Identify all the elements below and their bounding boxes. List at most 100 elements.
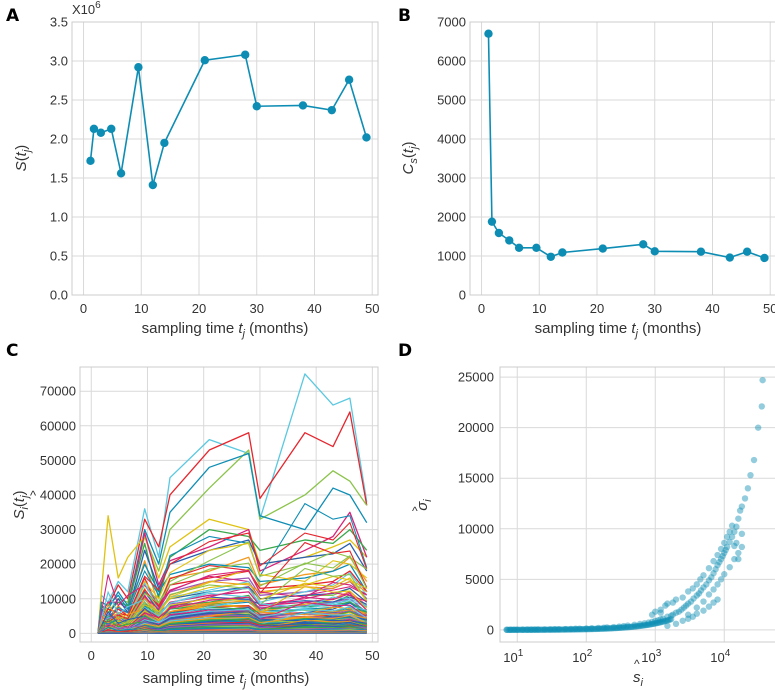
chart-d-point <box>675 608 683 615</box>
chart-c-plot-area <box>79 366 379 643</box>
chart-d-point <box>669 611 677 618</box>
chart-d-point <box>747 471 754 479</box>
chart-d-point <box>590 625 598 633</box>
chart-d-point <box>603 625 610 632</box>
chart-d-point <box>719 552 726 560</box>
chart-d-point <box>638 622 646 629</box>
chart-a-xtick-label: 30 <box>250 301 264 316</box>
chart-d-point <box>672 609 680 616</box>
chart-b-point <box>494 228 504 238</box>
chart-d-point <box>610 623 617 631</box>
chart-d-point <box>536 626 544 633</box>
chart-b-point <box>742 247 752 256</box>
chart-a-ytick-label: 1.0 <box>50 210 68 225</box>
chart-b-point <box>725 253 735 262</box>
chart-d-point <box>545 626 552 633</box>
chart-d-point <box>541 626 548 633</box>
chart-c-series-line <box>97 452 368 634</box>
chart-a-series-line <box>89 53 368 186</box>
chart-b-ylabel: Cs(tj) <box>400 142 420 175</box>
chart-a-point <box>362 133 371 142</box>
chart-d-point <box>738 530 746 538</box>
chart-a-point <box>96 128 106 137</box>
chart-d-point <box>695 590 703 597</box>
chart-a-point <box>107 124 116 134</box>
chart-a-xtick-label: 20 <box>192 301 206 316</box>
chart-d-point <box>507 626 515 634</box>
chart-d-point <box>662 617 669 625</box>
chart-d-point <box>759 376 766 384</box>
chart-d-point <box>583 625 591 633</box>
chart-d-point <box>721 571 728 578</box>
chart-d-point <box>619 624 627 631</box>
chart-d-point <box>626 623 633 631</box>
chart-c-series-line <box>97 586 368 634</box>
chart-a-point <box>116 169 126 178</box>
chart-b-point <box>598 244 607 253</box>
chart-d-point <box>645 619 652 626</box>
chart-d-point <box>623 624 631 631</box>
chart-d-point <box>567 626 574 633</box>
chart-d-point <box>714 581 721 588</box>
chart-d-point <box>738 543 746 551</box>
chart-d-point <box>661 618 668 625</box>
chart-d-point <box>735 515 742 522</box>
chart-d-point <box>531 626 538 633</box>
chart-d-point <box>535 626 542 633</box>
chart-d-point <box>689 585 696 592</box>
chart-b-xtick-label: 10 <box>532 301 546 316</box>
chart-d-point <box>546 626 554 633</box>
chart-d-point <box>705 577 713 584</box>
chart-d-point <box>505 626 512 634</box>
chart-d-point <box>528 626 535 633</box>
chart-d-point <box>603 624 611 631</box>
chart-d-point <box>514 626 522 633</box>
chart-d-point <box>723 543 731 551</box>
chart-d-point <box>667 616 675 623</box>
chart-d-point <box>726 538 733 546</box>
chart-c-ylabel-hat: ^ <box>30 488 37 503</box>
chart-d-point <box>624 622 631 629</box>
chart-d-point <box>534 626 541 633</box>
chart-d-point <box>657 616 664 623</box>
chart-d-point <box>655 619 662 626</box>
chart-d-point <box>652 608 659 615</box>
chart-d-point <box>615 624 622 632</box>
chart-d-point <box>609 624 617 632</box>
chart-d-point <box>717 555 725 563</box>
chart-a-ytick-label: 0.5 <box>50 249 68 264</box>
chart-d-point <box>538 626 545 633</box>
chart-c-xtick-label: 40 <box>309 648 323 663</box>
chart-a-xtick-label: 0 <box>80 301 87 316</box>
chart-d-point <box>588 625 595 632</box>
chart-d-point <box>710 557 717 565</box>
chart-d-point <box>722 546 729 554</box>
chart-d-point <box>641 620 648 627</box>
chart-d-point <box>601 625 609 632</box>
chart-d-point <box>592 625 599 633</box>
chart-d-point <box>636 620 644 628</box>
chart-d-point <box>620 622 627 630</box>
chart-d-point <box>575 626 582 633</box>
chart-a-ytick-label: 3.0 <box>50 54 68 69</box>
chart-d-ytick-label: 25000 <box>458 370 494 385</box>
chart-d-point <box>714 551 721 559</box>
chart-d-ylabel-hat: ^ <box>412 504 418 518</box>
chart-c-ytick-label: 50000 <box>40 453 76 468</box>
chart-d-point <box>589 625 596 633</box>
chart-d-point <box>637 622 644 629</box>
chart-b-xtick-label: 20 <box>590 301 604 316</box>
chart-d-point <box>703 581 710 588</box>
chart-d-point <box>666 616 673 623</box>
chart-a-ytick-label: 3.5 <box>50 15 68 30</box>
chart-a-point <box>344 75 354 84</box>
chart-d-point <box>594 625 602 633</box>
chart-d-point <box>519 626 526 633</box>
chart-b-ytick-label: 7000 <box>437 15 466 30</box>
chart-c-series-line <box>97 541 368 634</box>
chart-c-xtick-label: 30 <box>253 648 267 663</box>
chart-d-point <box>693 604 700 611</box>
chart-d-point <box>662 602 669 609</box>
chart-d-xlabel: si <box>633 669 644 689</box>
